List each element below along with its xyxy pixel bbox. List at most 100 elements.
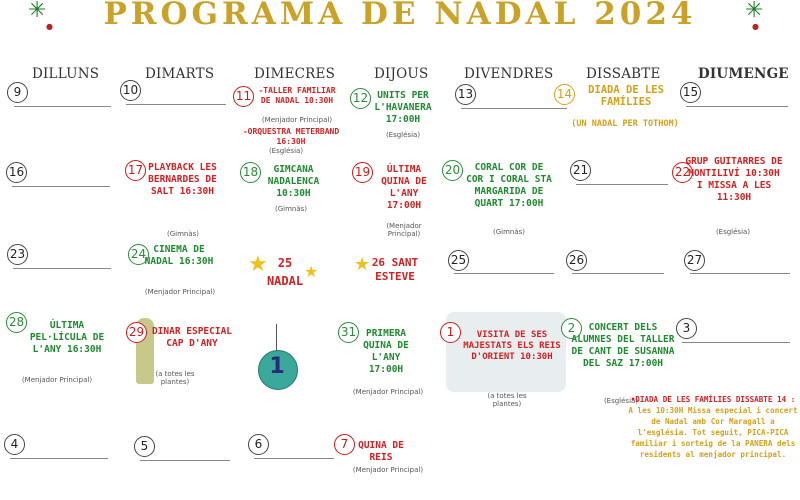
event-orquestra: -ORQUESTRA METERBAND 16:30H bbox=[242, 127, 340, 146]
event-gimcana: GIMCANA NADALENCA 10:30H bbox=[267, 164, 320, 199]
date-circle: 9 bbox=[7, 82, 28, 103]
berry-icon: ● bbox=[752, 22, 759, 31]
date-circle: 27 bbox=[684, 250, 705, 271]
event-venue: (Menjador Principal) bbox=[261, 116, 333, 124]
event-guitarres: GRUP GUITARRES DE MONTILIVÍ 10:30H I MIS… bbox=[685, 156, 783, 203]
event-venue: (Església) bbox=[603, 397, 639, 405]
date-circle: 16 bbox=[6, 162, 27, 183]
event-nadal: 25 NADAL bbox=[266, 256, 304, 288]
date-circle: 28 bbox=[6, 312, 27, 333]
event-venue: (Església) bbox=[385, 131, 421, 139]
day-wednesday: DIMECRES bbox=[254, 66, 336, 82]
note-title: •DIADA DE LES FAMÍLIES DISSABTE 14 : bbox=[630, 395, 796, 404]
snowflake-icon: ✳ bbox=[28, 0, 47, 23]
date-circle: 14 bbox=[554, 84, 575, 105]
date-line bbox=[254, 458, 334, 459]
event-reis: VISITA DE SES MAJESTATS ELS REIS D'ORIEN… bbox=[463, 330, 561, 362]
event-playback: PLAYBACK LES BERNARDES DE SALT 16:30H bbox=[148, 162, 217, 197]
event-quina: ÚLTIMA QUINA DE L'ANY 17:00H bbox=[381, 164, 427, 211]
event-venue: (Església) bbox=[268, 147, 304, 155]
event-venue: (Gimnàs) bbox=[274, 205, 308, 213]
date-circle: 23 bbox=[7, 244, 28, 265]
ornament-icon bbox=[258, 350, 298, 390]
event-venue: (Església) bbox=[715, 228, 751, 236]
date-circle: 20 bbox=[442, 160, 463, 181]
event-venue: (Gimnàs) bbox=[492, 228, 526, 236]
date-circle: 21 bbox=[570, 160, 591, 181]
date-line bbox=[572, 273, 664, 274]
event-diada: DIADA DE LES FAMÍLIES bbox=[588, 84, 664, 108]
date-circle: 6 bbox=[248, 434, 269, 455]
date-line bbox=[461, 108, 567, 109]
date-line bbox=[12, 186, 110, 187]
event-venue: (a totes les plantes) bbox=[487, 392, 527, 408]
star-icon: ★ bbox=[354, 254, 371, 275]
event-havanera: UNITS PER L'HAVANERA 17:00H bbox=[374, 90, 432, 125]
event-dinar: DINAR ESPECIAL CAP D'ANY bbox=[151, 326, 233, 349]
date-line bbox=[10, 458, 108, 459]
date-line bbox=[13, 268, 111, 269]
date-circle: 11 bbox=[233, 86, 254, 107]
snowflake-icon: ✳ bbox=[745, 0, 764, 23]
date-circle: 29 bbox=[126, 322, 147, 343]
date-circle: 24 bbox=[128, 244, 149, 265]
event-cinema: CINEMA DE NADAL 16:30H bbox=[144, 244, 214, 267]
event-venue: (Menjador Principal) bbox=[352, 466, 424, 474]
event-diada-sub: (UN NADAL PER TOTHOM) bbox=[571, 119, 679, 129]
diada-note: •DIADA DE LES FAMÍLIES DISSABTE 14 : A l… bbox=[628, 394, 798, 460]
ornament-string bbox=[276, 324, 277, 352]
day-sunday: DIUMENGE bbox=[698, 66, 789, 82]
date-circle: 7 bbox=[334, 434, 355, 455]
note-body: A les 10:30H Missa especial i concert de… bbox=[628, 406, 798, 459]
date-line bbox=[126, 104, 226, 105]
event-venue: (Gimnàs) bbox=[166, 230, 200, 238]
star-icon: ★ bbox=[304, 262, 319, 281]
date-circle: 18 bbox=[240, 162, 261, 183]
event-venue: (Menjador Principal) bbox=[386, 222, 422, 238]
date-circle: 3 bbox=[676, 318, 697, 339]
date-circle: 10 bbox=[120, 80, 141, 101]
date-circle: 19 bbox=[352, 162, 373, 183]
date-circle: 17 bbox=[125, 160, 146, 181]
date-circle: 31 bbox=[338, 322, 359, 343]
date-line bbox=[682, 342, 790, 343]
date-circle: 5 bbox=[134, 436, 155, 457]
date-circle: 13 bbox=[455, 84, 476, 105]
event-pellicula: ÚLTIMA PEL·LÍCULA DE L'ANY 16:30H bbox=[29, 320, 105, 355]
event-concert: CONCERT DELS ALUMNES DEL TALLER DE CANT … bbox=[571, 322, 675, 369]
day-tuesday: DIMARTS bbox=[145, 66, 215, 82]
event-venue: (Menjador Principal) bbox=[21, 376, 93, 384]
event-venue: (a totes les plantes) bbox=[155, 370, 195, 386]
event-primera-quina: PRIMERA QUINA DE L'ANY 17:00H bbox=[363, 328, 409, 375]
ornament-number: 1 bbox=[269, 354, 285, 379]
event-taller: -TALLER FAMILIAR DE NADAL 10:30H bbox=[258, 86, 336, 105]
date-line bbox=[140, 460, 230, 461]
day-monday: DILLUNS bbox=[32, 66, 100, 82]
date-circle: 22 bbox=[672, 162, 693, 183]
three-kings-illustration bbox=[446, 312, 566, 392]
christmas-illustration: ★ ★ 25 NADAL bbox=[246, 248, 326, 296]
date-circle: 15 bbox=[680, 82, 701, 103]
date-circle: 12 bbox=[350, 88, 371, 109]
event-quina-reis: QUINA DE REIS bbox=[358, 440, 404, 463]
date-line bbox=[576, 184, 668, 185]
date-line bbox=[14, 106, 111, 107]
date-circle: 1 bbox=[440, 322, 461, 343]
christmas-illustration: ★ 26 SANT ESTEVE bbox=[350, 250, 440, 294]
day-thursday: DIJOUS bbox=[374, 66, 429, 82]
event-sant-esteve: 26 SANT ESTEVE bbox=[371, 256, 419, 283]
star-icon: ★ bbox=[248, 252, 268, 277]
day-friday: DIVENDRES bbox=[464, 66, 554, 82]
event-coral: CORAL COR DE COR I CORAL STA MARGARIDA D… bbox=[466, 162, 552, 209]
date-line bbox=[686, 106, 788, 107]
event-venue: (Menjador Principal) bbox=[144, 288, 216, 296]
berry-icon: ● bbox=[46, 22, 53, 31]
date-circle: 26 bbox=[566, 250, 587, 271]
date-line bbox=[690, 273, 790, 274]
page-title: PROGRAMA DE NADAL 2024 bbox=[103, 0, 697, 32]
date-circle: 2 bbox=[561, 318, 582, 339]
event-venue: (Menjador Principal) bbox=[352, 388, 424, 396]
date-line bbox=[454, 273, 554, 274]
date-circle: 25 bbox=[448, 250, 469, 271]
day-saturday: DISSABTE bbox=[586, 66, 661, 82]
